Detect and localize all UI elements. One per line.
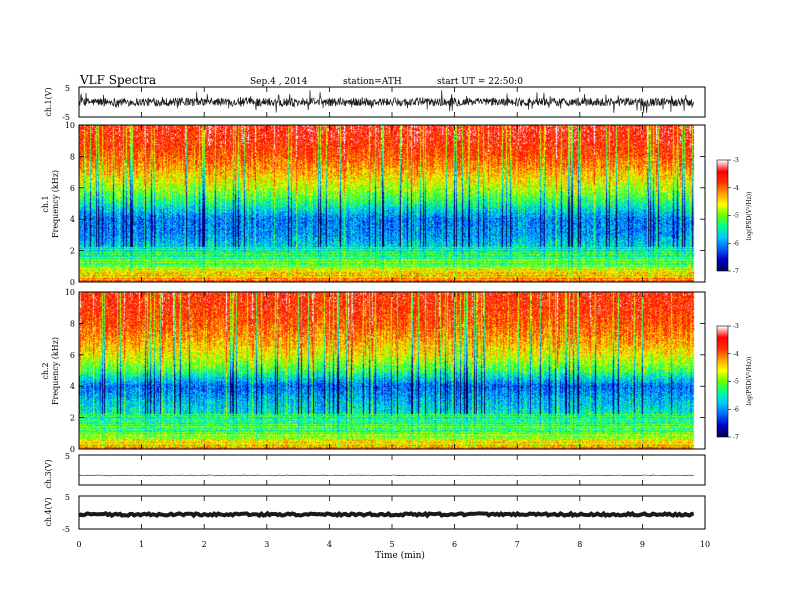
colorbar-tick-label: -3 xyxy=(733,157,739,164)
ch3-panel: 5 ch.3(V) xyxy=(44,452,706,489)
freq-tick-label: 2 xyxy=(70,247,75,256)
freq-tick-label: 8 xyxy=(70,319,75,328)
time-tick-label: 4 xyxy=(327,540,332,549)
ch1-spectrogram-image xyxy=(79,125,705,282)
freq-tick-label: 10 xyxy=(65,288,75,297)
time-tick-label: 3 xyxy=(264,540,269,549)
ch2-spectrogram-image xyxy=(79,292,705,449)
colorbar-tick-label: -6 xyxy=(733,240,739,247)
figure-title: VLF Spectra xyxy=(79,73,156,87)
colorbar-tick-label: -4 xyxy=(733,351,739,358)
time-tick-label: 0 xyxy=(76,540,81,549)
ch2-channel-label: ch.2 xyxy=(41,362,50,379)
freq-tick-label: 2 xyxy=(70,414,75,423)
time-tick-label: 6 xyxy=(452,540,457,549)
ch1-colorbar: -3 -4 -5 -6 -7 log(PSD(V²/Hz)) xyxy=(716,157,753,275)
time-ticks xyxy=(78,87,706,529)
colorbar-tick-label: -4 xyxy=(733,185,739,192)
ch1-colorbar-label: log(PSD(V²/Hz)) xyxy=(746,192,753,241)
ch1-waveform-line xyxy=(78,90,695,113)
freq-tick-label: 10 xyxy=(65,121,75,130)
x-axis-label: Time (min) xyxy=(375,550,425,561)
ch3-ytick-5: 5 xyxy=(65,452,70,461)
colorbar-tick-label: -7 xyxy=(733,268,739,275)
colorbar-tick-label: -3 xyxy=(733,323,739,330)
time-tick-label: 8 xyxy=(577,540,582,549)
freq-tick-label: 0 xyxy=(70,278,75,287)
ch4-panel: 5 -5 ch.4(V) xyxy=(44,493,706,534)
time-tick-labels: 0 1 2 3 4 5 6 7 8 9 10 xyxy=(76,540,710,549)
colorbar-tick-label: -5 xyxy=(733,213,739,220)
ch1-colorbar-scale xyxy=(716,159,729,272)
start-time-label: start UT = 22:50:0 xyxy=(437,77,523,87)
time-tick-label: 7 xyxy=(515,540,520,549)
ch4-ylabel: ch.4(V) xyxy=(44,497,53,526)
ch1-ytick-neg5: -5 xyxy=(62,113,70,122)
colorbar-tick-label: -5 xyxy=(733,379,739,386)
ch3-ylabel: ch.3(V) xyxy=(44,459,53,488)
ch1-ylabel: ch.1(V) xyxy=(44,87,53,116)
time-tick-label: 2 xyxy=(202,540,207,549)
freq-tick-label: 6 xyxy=(70,351,75,360)
freq-tick-label: 4 xyxy=(70,215,75,224)
ch1-yticks: 0 2 4 6 8 10 xyxy=(65,121,705,287)
colorbar-tick-label: -7 xyxy=(733,434,739,441)
time-tick-label: 10 xyxy=(700,540,710,549)
freq-tick-label: 0 xyxy=(70,445,75,454)
ch1-ytick-5: 5 xyxy=(65,84,70,93)
colorbar-gradient xyxy=(717,326,728,437)
ch2-spectrogram-panel: 0 2 4 6 8 10 ch.2 Frequency (kHz) xyxy=(41,288,706,454)
time-tick-label: 5 xyxy=(389,540,394,549)
date-label: Sep.4 , 2014 xyxy=(250,77,308,87)
colorbar-tick-label: -6 xyxy=(733,406,739,413)
freq-tick-label: 6 xyxy=(70,184,75,193)
freq-tick-label: 4 xyxy=(70,382,75,391)
ch4-ytick-neg5: -5 xyxy=(62,525,70,534)
ch3-trace-line xyxy=(78,474,694,477)
ch1-channel-label: ch.1 xyxy=(41,195,50,212)
station-label: station=ATH xyxy=(343,77,402,87)
ch2-colorbar-scale xyxy=(716,325,729,438)
ch2-yticks: 0 2 4 6 8 10 xyxy=(65,288,705,454)
ch2-colorbar-label: log(PSD(V²/Hz)) xyxy=(746,357,753,406)
ch1-spectrogram-panel: 0 2 4 6 8 10 ch.1 Frequency (kHz) xyxy=(41,121,706,287)
ch1-frequency-label: Frequency (kHz) xyxy=(51,170,60,238)
time-tick-label: 1 xyxy=(139,540,144,549)
ch4-trace-line xyxy=(78,510,695,519)
time-tick-label: 9 xyxy=(640,540,645,549)
ch2-colorbar: -3 -4 -5 -6 -7 log(PSD(V²/Hz)) xyxy=(716,323,753,441)
ch2-colorbar-ticks: -3 -4 -5 -6 -7 xyxy=(717,323,739,441)
colorbar-gradient xyxy=(717,160,728,271)
freq-tick-label: 8 xyxy=(70,152,75,161)
ch2-frequency-label: Frequency (kHz) xyxy=(51,337,60,405)
ch4-ytick-5: 5 xyxy=(65,493,70,502)
ch1-colorbar-ticks: -3 -4 -5 -6 -7 xyxy=(717,157,739,275)
ch1-waveform-panel: 5 -5 ch.1(V) xyxy=(44,84,706,122)
